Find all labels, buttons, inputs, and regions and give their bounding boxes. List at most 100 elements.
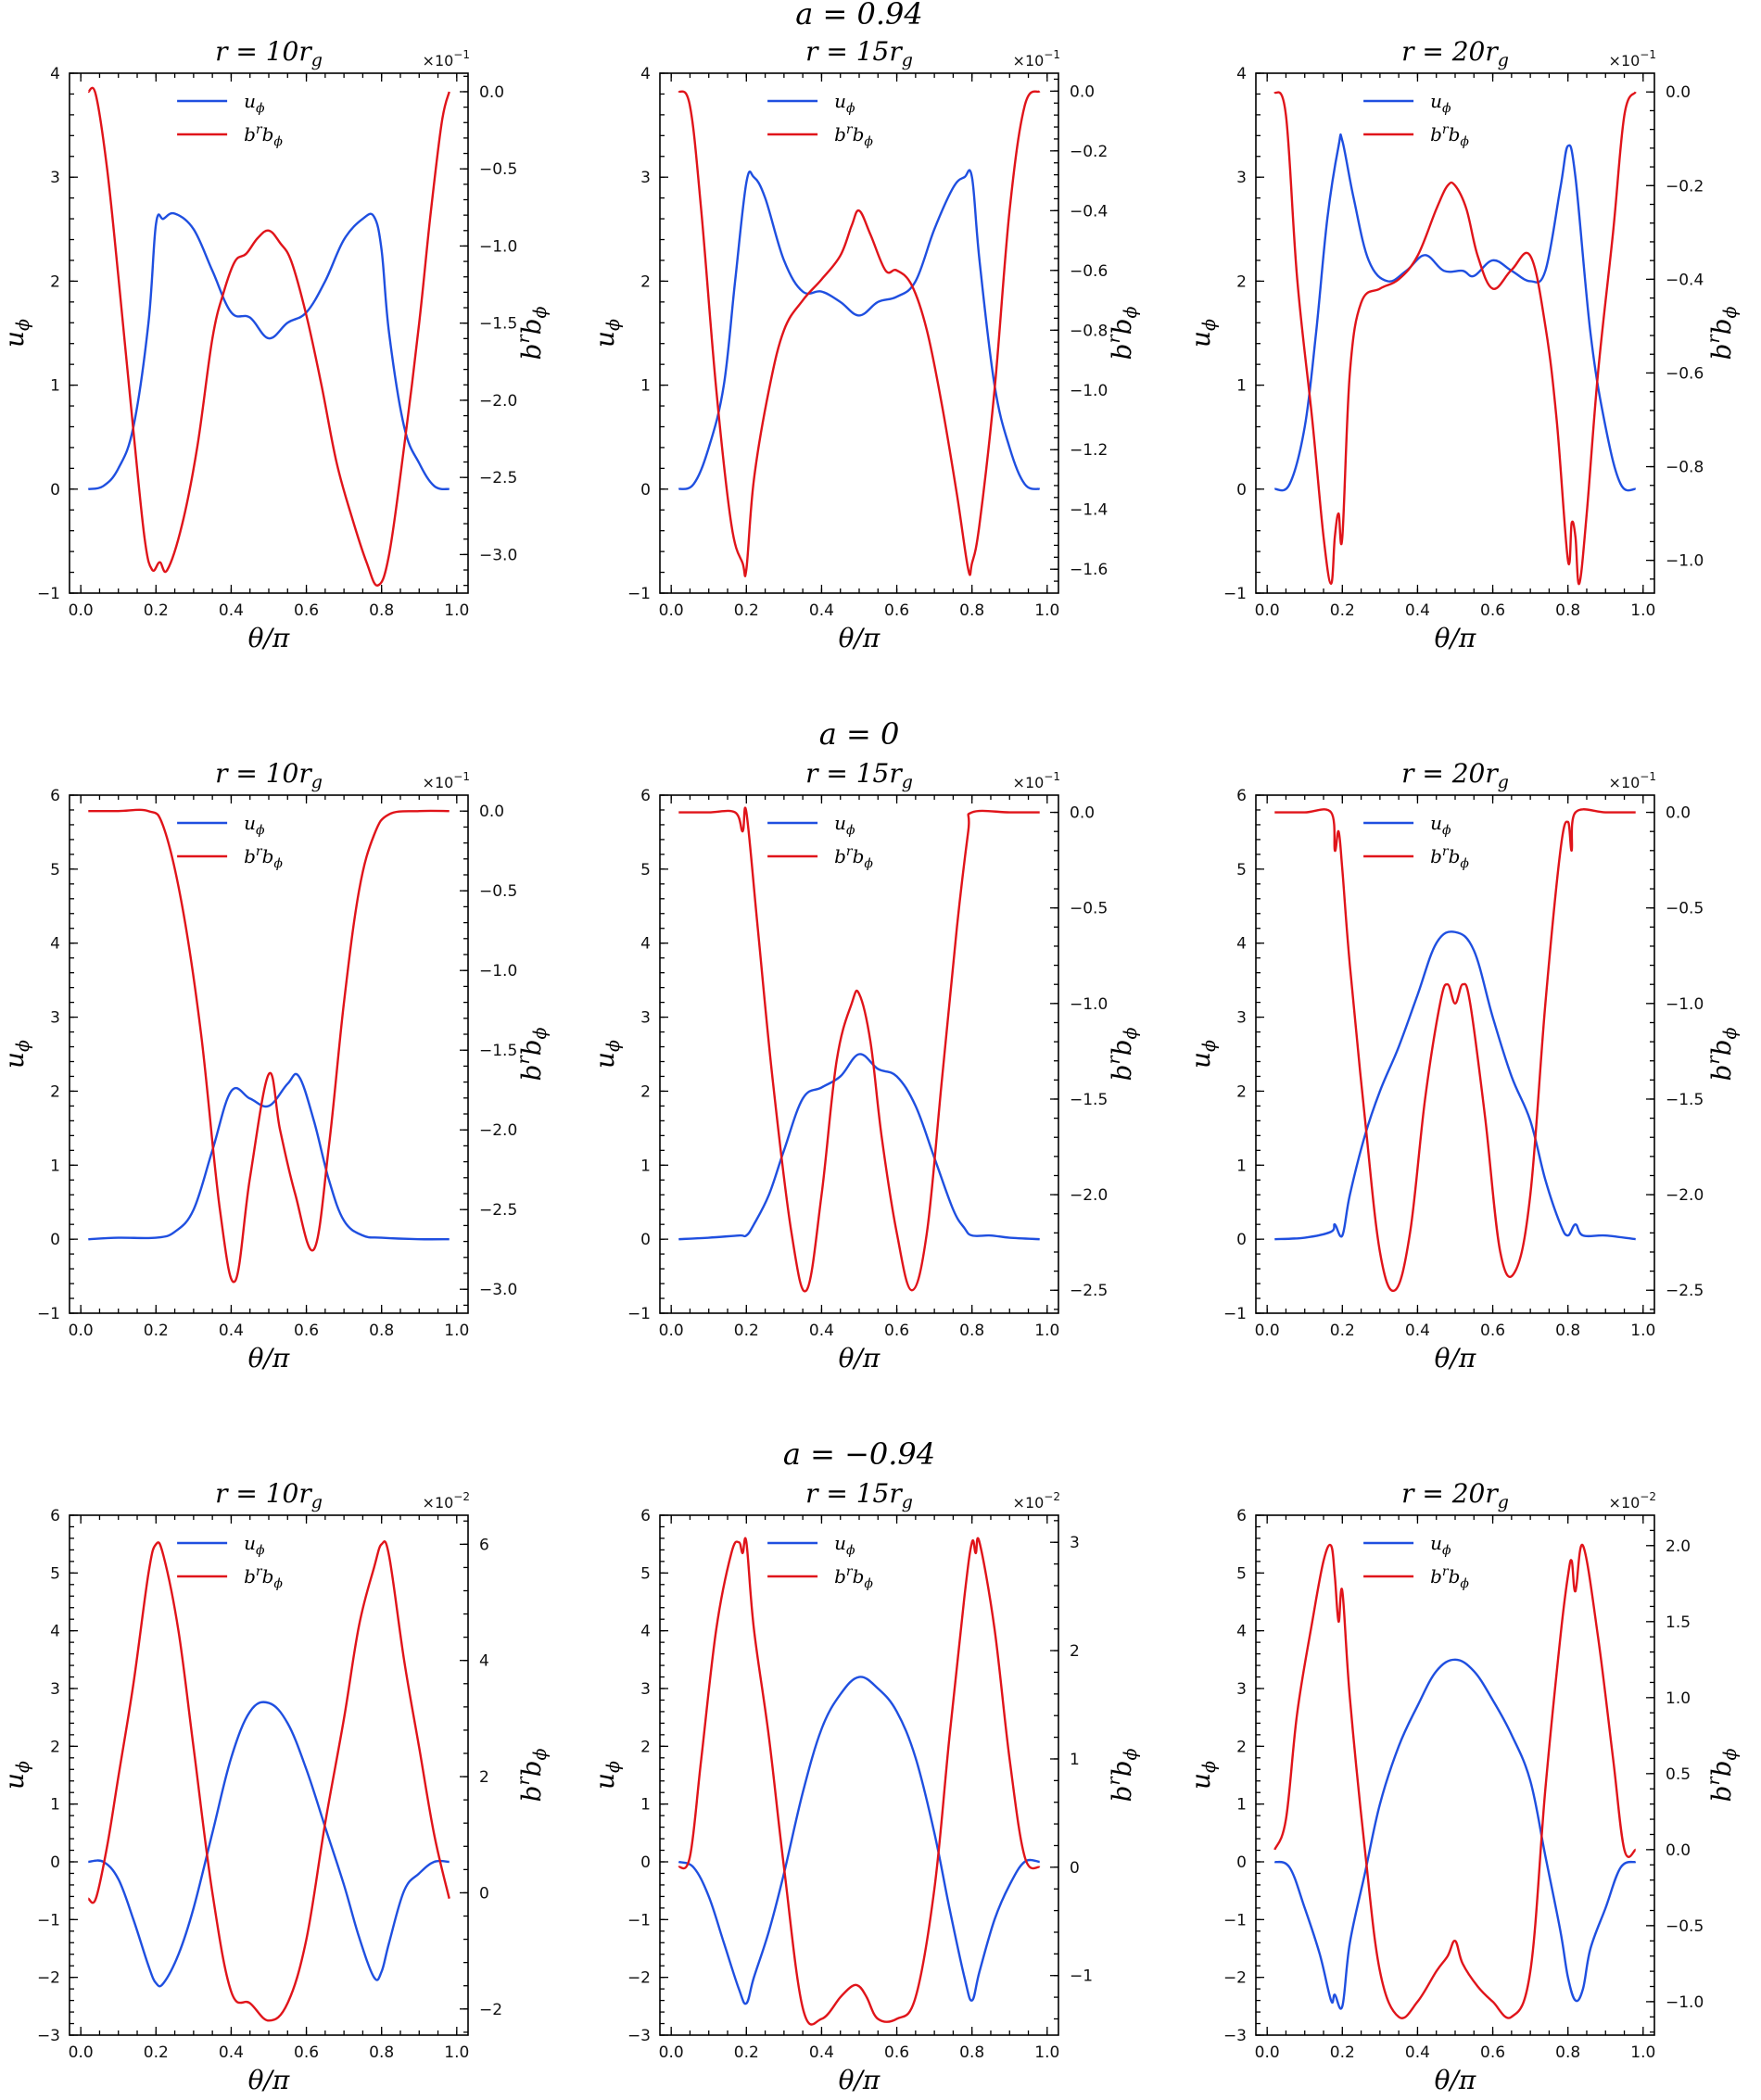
y-tick-label: 2 (640, 272, 651, 291)
y-tick-label: −1 (37, 1305, 60, 1323)
legend-label-u-phi: uϕ (1430, 90, 1451, 116)
series-line-br-bphi (88, 808, 450, 1284)
y-axis-label: uϕ (589, 1040, 624, 1069)
y-tick-label: 5 (50, 1564, 60, 1583)
x-axis-label: θ/π (1435, 623, 1476, 653)
y-tick-label: 1 (50, 1157, 60, 1175)
x-axis-label: θ/π (1435, 2065, 1476, 2095)
y-tick-label: 5 (640, 1564, 651, 1583)
legend-label-br-bphi: brbϕ (834, 122, 873, 149)
plot-frame (659, 1514, 1059, 2036)
y-tick-label: 3 (50, 1009, 60, 1028)
y-tick-label: −3 (1223, 2027, 1247, 2045)
y2-tick-label: −3.0 (479, 546, 517, 564)
x-tick-label: 1.0 (1630, 1322, 1655, 1340)
y-axis-label: uϕ (0, 1761, 33, 1790)
x-tick-label: 0.0 (659, 601, 684, 620)
y-tick-label: 6 (640, 1507, 651, 1525)
plot-frame (69, 72, 469, 594)
y2-tick-label: 2.0 (1666, 1537, 1691, 1556)
y2-axis-label: brbϕ (1704, 1748, 1741, 1802)
legend-label-br-bphi: brbϕ (1430, 844, 1469, 871)
y2-tick-label: −2 (479, 2001, 502, 2019)
x-axis-label: θ/π (248, 1343, 290, 1373)
legend-label-u-phi: uϕ (244, 812, 265, 838)
y2-tick-label: −0.5 (479, 160, 517, 179)
y2-tick-label: −1.4 (1070, 501, 1108, 520)
y2-tick-label: −0.2 (1070, 143, 1108, 161)
y-tick-label: 4 (1236, 935, 1247, 954)
panel-9: r = 20rg ×10−2 0.0 0.2 0.4 0.6 0.8 1.0 −3 −2 −1 0 1 2… (1185, 1478, 1741, 2095)
plot-frame (69, 1514, 469, 2036)
x-tick-label: 1.0 (1034, 1322, 1059, 1340)
y2-tick-label: 1.5 (1666, 1613, 1691, 1632)
series-line-br-bphi (678, 1537, 1041, 2026)
x-tick-label: 0.0 (1255, 2043, 1280, 2062)
y2-tick-label: −2.0 (479, 1121, 517, 1140)
y2-tick-label: 0 (479, 1884, 489, 1903)
y-axis-label: uϕ (1185, 319, 1220, 348)
x-tick-label: 0.8 (1555, 1322, 1580, 1340)
y2-tick-label: 1.0 (1666, 1689, 1691, 1708)
panel-title: r = 15rg (805, 36, 913, 70)
y-tick-label: 2 (50, 1082, 60, 1101)
series-line-br-bphi (87, 1540, 450, 2022)
y-tick-label: 5 (1236, 861, 1247, 879)
legend-label-br-bphi: brbϕ (244, 1564, 283, 1591)
x-tick-label: 0.2 (1330, 1322, 1355, 1340)
y2-tick-label: −1.0 (1666, 995, 1704, 1014)
y2-tick-label: 0.5 (1666, 1765, 1691, 1784)
x-tick-label: 0.4 (1405, 1322, 1430, 1340)
y2-multiplier: ×10−1 (423, 770, 470, 791)
panel-5: r = 15rg ×10−1 0.0 0.2 0.4 0.6 0.8 1.0 −1 0 1 2 3 4 5 6… (589, 758, 1141, 1373)
legend-label-br-bphi: brbϕ (244, 844, 283, 871)
y2-tick-label: 3 (1070, 1534, 1080, 1552)
x-axis-label: θ/π (248, 2065, 290, 2095)
y2-tick-label: −1.0 (479, 962, 517, 980)
y-tick-label: 4 (640, 935, 651, 954)
y-tick-label: 5 (50, 861, 60, 879)
y2-tick-label: −0.5 (1666, 1917, 1704, 1936)
y-tick-label: 0 (640, 1231, 651, 1249)
panel-7: a = −0.94 r = 10rg ×10−2 0.0 0.2 0.4 0.6 0.8 1.0… (0, 1436, 935, 2095)
y-tick-label: 4 (640, 1623, 651, 1641)
x-tick-label: 0.4 (809, 601, 834, 620)
x-tick-label: 0.2 (734, 601, 759, 620)
y-tick-label: −2 (627, 1969, 651, 1988)
y-tick-label: 0 (1236, 481, 1247, 500)
panel-title: r = 20rg (1401, 1478, 1509, 1512)
y2-multiplier: ×10−1 (1609, 770, 1656, 791)
y-tick-label: 0 (50, 481, 60, 500)
y2-axis-label: brbϕ (1104, 1748, 1141, 1802)
x-tick-label: 0.6 (1480, 1322, 1505, 1340)
plot-frame (69, 794, 469, 1314)
y2-tick-label: 0 (1070, 1859, 1080, 1878)
row-title: a = 0 (819, 716, 900, 752)
y2-tick-label: 0.0 (1666, 1841, 1691, 1860)
x-tick-label: 0.4 (809, 2043, 834, 2062)
series-line-u-phi (88, 1072, 450, 1241)
y-tick-label: 4 (1236, 65, 1247, 83)
y-axis-label: uϕ (1185, 1040, 1220, 1069)
y-tick-label: 1 (50, 1796, 60, 1815)
y2-tick-label: 0.0 (1070, 804, 1095, 823)
y2-tick-label: 0.0 (1666, 804, 1691, 823)
y-tick-label: 1 (640, 1796, 651, 1815)
x-tick-label: 1.0 (444, 1322, 469, 1340)
x-tick-label: 0.6 (884, 2043, 909, 2062)
x-axis-label: θ/π (839, 2065, 880, 2095)
y2-axis-label: brbϕ (513, 1748, 551, 1802)
y2-tick-label: −2.5 (479, 469, 517, 487)
series-line-u-phi (678, 169, 1041, 490)
y-axis-label: uϕ (589, 1761, 624, 1790)
y-tick-label: 3 (1236, 1680, 1247, 1699)
y-tick-label: 0 (50, 1231, 60, 1249)
y2-tick-label: 0.0 (479, 83, 504, 102)
y2-axis-label: brbϕ (513, 306, 551, 360)
series-line-u-phi (678, 1053, 1040, 1241)
series-line-br-bphi (1274, 808, 1636, 1293)
y-tick-label: 3 (50, 169, 60, 187)
x-tick-label: 0.0 (659, 1322, 684, 1340)
x-tick-label: 0.0 (69, 2043, 94, 2062)
y-tick-label: 1 (1236, 1157, 1247, 1175)
